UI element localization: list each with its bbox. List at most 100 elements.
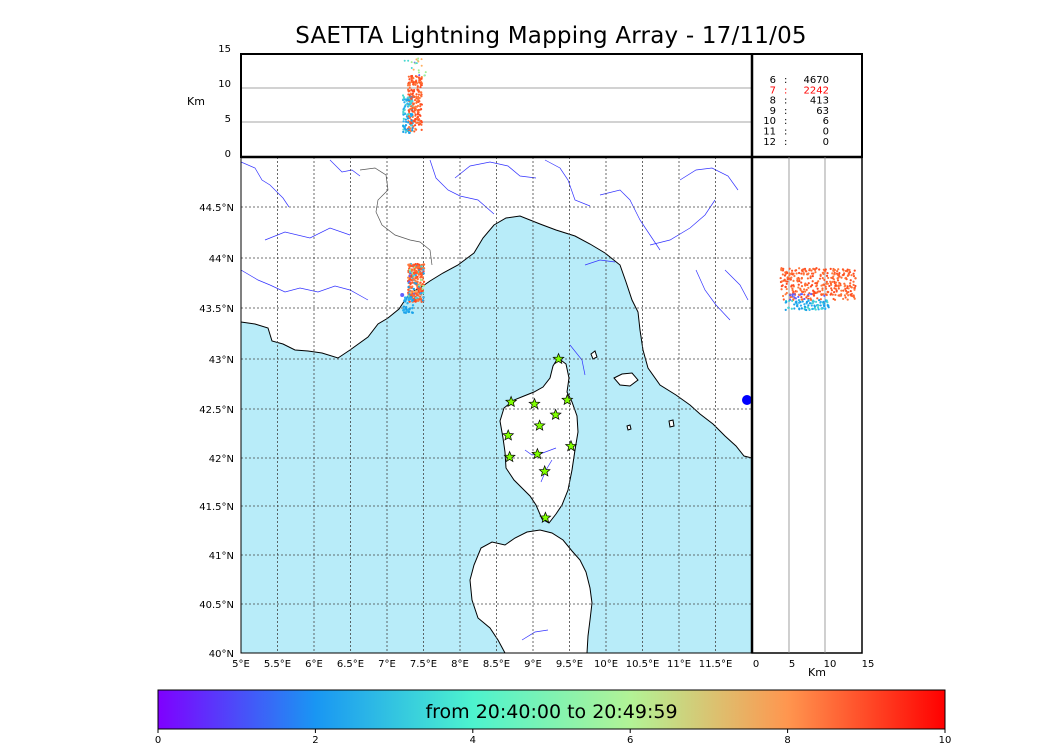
altitude-source-point bbox=[417, 71, 420, 74]
source-point bbox=[410, 272, 414, 275]
side-source-point bbox=[807, 293, 810, 296]
side-source-point bbox=[819, 274, 822, 278]
side-source-point bbox=[833, 280, 836, 283]
side-source-point bbox=[828, 284, 831, 288]
side-source-point bbox=[800, 277, 803, 280]
source-point bbox=[403, 296, 407, 299]
lat-tick-label: 40.5°N bbox=[199, 600, 234, 611]
source-point bbox=[409, 264, 413, 268]
colorbar-tick-label: 4 bbox=[470, 735, 476, 746]
side-source-point bbox=[812, 272, 815, 275]
side-source-point bbox=[780, 280, 783, 283]
side-source-point bbox=[814, 271, 817, 274]
altitude-source-point bbox=[402, 120, 405, 123]
altitude-source-point bbox=[411, 109, 414, 112]
altitude-source-point bbox=[406, 117, 409, 120]
source-point bbox=[411, 304, 415, 307]
side-source-point bbox=[812, 294, 816, 297]
altitude-source-point bbox=[404, 118, 407, 121]
altitude-source-point bbox=[420, 82, 423, 85]
lon-tick-label: 6.5°E bbox=[337, 659, 364, 670]
side-source-point bbox=[852, 280, 855, 283]
altitude-source-point bbox=[408, 84, 411, 87]
altitude-tick-label: 5 bbox=[225, 114, 231, 125]
side-source-point bbox=[815, 282, 819, 285]
side-source-point bbox=[842, 273, 845, 276]
side-source-point bbox=[853, 269, 856, 272]
source-point bbox=[421, 291, 425, 295]
side-source-point bbox=[815, 291, 818, 294]
side-source-point bbox=[843, 294, 847, 297]
side-source-point bbox=[813, 290, 816, 294]
station-marker bbox=[552, 352, 565, 365]
source-point bbox=[422, 272, 425, 275]
side-source-point bbox=[803, 297, 806, 301]
source-point bbox=[416, 291, 419, 295]
altitude-source-point bbox=[411, 107, 414, 110]
side-source-point bbox=[786, 271, 789, 275]
side-source-point bbox=[835, 272, 839, 275]
side-source-point bbox=[826, 272, 829, 275]
side-source-point bbox=[790, 307, 793, 310]
altitude-source-point bbox=[423, 74, 426, 77]
altitude-source-point bbox=[417, 60, 420, 63]
side-source-point bbox=[822, 271, 825, 274]
side-source-point bbox=[840, 289, 843, 292]
source-point bbox=[421, 288, 424, 291]
side-source-point bbox=[825, 274, 829, 277]
side-source-point bbox=[793, 296, 796, 299]
side-source-point bbox=[819, 298, 822, 301]
side-source-point bbox=[849, 279, 852, 282]
altitude-source-point bbox=[418, 119, 421, 122]
chart-title: SAETTA Lightning Mapping Array - 17/11/0… bbox=[295, 23, 807, 49]
side-source-point bbox=[795, 300, 798, 304]
altitude-source-point bbox=[415, 75, 418, 78]
side-source-point bbox=[792, 284, 795, 287]
altitude-tick-label: 15 bbox=[218, 44, 231, 55]
altitude-source-point bbox=[402, 117, 405, 120]
side-source-point bbox=[806, 277, 809, 280]
side-source-point bbox=[784, 308, 787, 311]
side-source-point bbox=[791, 299, 794, 302]
side-source-point bbox=[832, 269, 836, 272]
altitude-source-point bbox=[410, 61, 413, 64]
source-point bbox=[400, 293, 405, 297]
source-point bbox=[407, 285, 410, 289]
altitude-source-point bbox=[402, 97, 405, 100]
side-source-point bbox=[813, 304, 816, 307]
count-value: 6 bbox=[823, 116, 829, 127]
altitude-source-point bbox=[410, 76, 413, 79]
side-source-point bbox=[853, 286, 856, 289]
count-separator: : bbox=[784, 75, 787, 86]
lon-tick-label: 10.5°E bbox=[626, 659, 660, 670]
colorbar-tick-label: 10 bbox=[939, 735, 952, 746]
altitude-source-point bbox=[407, 128, 410, 131]
side-source-point bbox=[821, 277, 824, 280]
side-source-point bbox=[847, 287, 850, 290]
altitude-source-point bbox=[424, 71, 427, 74]
side-source-point bbox=[820, 284, 823, 287]
altitude-source-point bbox=[416, 86, 419, 89]
side-source-point bbox=[845, 278, 848, 281]
altitude-source-point bbox=[418, 96, 421, 100]
side-source-point bbox=[826, 291, 829, 294]
altitude-source-point bbox=[407, 93, 410, 96]
side-source-point bbox=[781, 273, 784, 276]
side-source-point bbox=[823, 294, 826, 297]
capraia-island bbox=[590, 350, 598, 360]
side-source-point bbox=[827, 276, 830, 280]
side-source-point bbox=[830, 287, 833, 290]
side-source-point bbox=[783, 278, 786, 281]
source-point bbox=[420, 265, 423, 268]
side-source-point bbox=[829, 280, 832, 283]
side-source-point bbox=[810, 292, 813, 296]
altitude-source-point bbox=[410, 119, 413, 122]
side-source-point bbox=[854, 277, 857, 280]
giglio-island bbox=[668, 419, 675, 428]
side-source-point bbox=[824, 293, 828, 296]
count-separator: : bbox=[784, 116, 787, 127]
lat-tick-label: 42°N bbox=[209, 454, 234, 465]
source-point bbox=[406, 308, 410, 312]
side-source-point bbox=[832, 291, 836, 294]
altitude-source-point bbox=[408, 82, 411, 85]
